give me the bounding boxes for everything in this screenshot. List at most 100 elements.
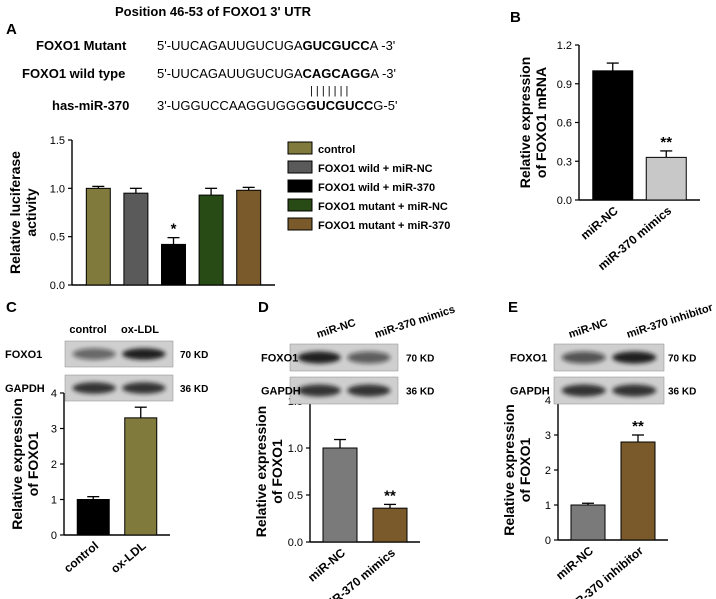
- blot-band: [297, 384, 341, 397]
- y-tick-label: 1.0: [288, 443, 303, 455]
- blot-row-label: GAPDH: [261, 386, 301, 398]
- sequence-mir370: 3'-UGGUCCAAGGUGGGGUCGUCCG-5': [157, 98, 397, 113]
- blot-band: [612, 351, 657, 364]
- y-tick-label: 2: [51, 459, 57, 471]
- x-tick-label: miR-NC: [553, 543, 596, 582]
- legend-swatch: [287, 198, 313, 212]
- blot-row-label: FOXO1: [5, 349, 42, 361]
- bar: [570, 504, 606, 541]
- bar: [123, 192, 149, 286]
- bar: [592, 70, 634, 201]
- bar: [124, 417, 158, 536]
- y-axis-label: Relative expressionof FOXO1 mRNA: [517, 57, 549, 189]
- significance-marker: *: [171, 221, 177, 238]
- x-tick-label: ox-LDL: [108, 539, 149, 576]
- blot-lane-label: control: [69, 324, 106, 336]
- blot-size-label: 70 KD: [406, 354, 434, 365]
- panel-label-b: B: [510, 9, 521, 26]
- legend-label: FOXO1 mutant + miR-NC: [318, 201, 448, 213]
- blot-band: [612, 384, 657, 397]
- y-axis-label: Relative expressionof FOXO1: [501, 404, 533, 536]
- legend-swatch: [287, 217, 313, 231]
- panel-label-e: E: [508, 299, 518, 316]
- blot-band: [347, 351, 391, 364]
- blot-size-label: 70 KD: [668, 354, 696, 365]
- significance-marker: **: [660, 134, 672, 151]
- sequence-label-mutant: FOXO1 Mutant: [36, 38, 127, 53]
- blot-lane-label: miR-370 inhibitor: [625, 301, 715, 340]
- bar: [620, 441, 656, 541]
- legend-label: FOXO1 mutant + miR-370: [318, 220, 450, 232]
- bar: [198, 194, 224, 286]
- chart-foxo1-mrna: 0.0 0.3 0.6 0.9 1.2 Relative expressionof FOX…: [517, 40, 700, 273]
- blot-band: [72, 382, 116, 394]
- legend-label: FOXO1 wild + miR-370: [318, 182, 435, 194]
- sequence-wildtype: 5'-UUCAGAUUGUCUGACAGCAGGA -3': [157, 66, 396, 81]
- blot-size-label: 36 KD: [180, 384, 208, 395]
- y-tick-label: 1.2: [557, 40, 572, 52]
- x-tick-label: miR-NC: [578, 203, 621, 242]
- bar: [645, 156, 687, 201]
- bar: [161, 243, 186, 286]
- blot-band: [122, 348, 166, 360]
- y-tick-label: 0.0: [50, 280, 65, 292]
- y-tick-label: 1: [545, 500, 551, 512]
- blot-row-label: FOXO1: [261, 353, 298, 365]
- blot-band: [297, 351, 341, 364]
- y-tick-label: 0: [545, 535, 551, 547]
- legend-label: FOXO1 wild + miR-NC: [318, 163, 433, 175]
- y-axis-label: Relative luciferaseactivity: [7, 151, 39, 274]
- bar: [322, 447, 358, 543]
- blot-size-label: 36 KD: [668, 387, 696, 398]
- y-tick-label: 0.5: [288, 490, 303, 502]
- blot-band: [122, 382, 166, 394]
- blot-row-label: GAPDH: [510, 386, 550, 398]
- sequence-label-mir370: has-miR-370: [52, 98, 129, 113]
- bar: [236, 189, 262, 286]
- y-tick-label: 4: [545, 395, 551, 407]
- bar: [85, 187, 111, 286]
- y-tick-label: 0.6: [557, 118, 572, 130]
- y-axis-label: Relative expressionof FOXO1: [9, 398, 41, 530]
- legend-luciferase: control FOXO1 wild + miR-NC FOXO1 wild + m…: [287, 141, 450, 232]
- y-tick-label: 2: [545, 465, 551, 477]
- blot-lane-label: miR-NC: [567, 317, 609, 341]
- y-tick-label: 0.9: [557, 79, 572, 91]
- sequence-mutant: 5'-UUCAGAUUGUCUGAGUCGUCCA -3': [157, 38, 395, 53]
- panel-label-a: A: [6, 21, 17, 38]
- y-axis-label: Relative expressionof FOXO1: [253, 406, 285, 538]
- blot-lane-label: ox-LDL: [121, 324, 159, 336]
- panel-a-header: Position 46-53 of FOXO1 3' UTR: [115, 4, 312, 19]
- western-blot-c: FOXO1 70 KD GAPDH 36 KD control ox-LDL: [5, 324, 208, 402]
- x-tick-label: control: [61, 539, 101, 576]
- blot-band: [561, 351, 606, 364]
- blot-band: [347, 384, 391, 397]
- legend-swatch: [287, 179, 313, 193]
- chart-luciferase: 0.0 0.5 1.0 1.5 Relative luciferaseactivity *: [7, 135, 275, 292]
- blot-lane-label: miR-NC: [315, 317, 357, 341]
- bar: [76, 499, 110, 536]
- blot-row-label: FOXO1: [510, 353, 547, 365]
- blot-size-label: 70 KD: [180, 350, 208, 361]
- panel-label-d: D: [258, 299, 269, 316]
- chart-foxo1-inhibitor: 0 1 2 3 4 Relative expressionof FOXO1 miR-NC **…: [501, 395, 668, 599]
- y-tick-label: 1.0: [50, 183, 65, 195]
- y-tick-label: 0.0: [557, 195, 572, 207]
- blot-lane-label: miR-370 mimics: [373, 304, 456, 341]
- y-tick-label: 4: [51, 388, 57, 400]
- y-tick-label: 1.5: [50, 135, 65, 147]
- western-blot-d: FOXO1 70 KD GAPDH 36 KD miR-NC miR-370 mimics: [261, 304, 457, 405]
- y-tick-label: 3: [51, 424, 57, 436]
- blot-row-label: GAPDH: [5, 383, 45, 395]
- y-tick-label: 3: [545, 430, 551, 442]
- western-blot-e: FOXO1 70 KD GAPDH 36 KD miR-NC miR-370 inhibi…: [510, 301, 715, 405]
- legend-swatch: [287, 160, 313, 174]
- blot-band: [72, 348, 116, 360]
- panel-label-c: C: [6, 299, 17, 316]
- y-tick-label: 1: [51, 495, 57, 507]
- significance-marker: **: [384, 487, 396, 504]
- y-tick-label: 0: [51, 530, 57, 542]
